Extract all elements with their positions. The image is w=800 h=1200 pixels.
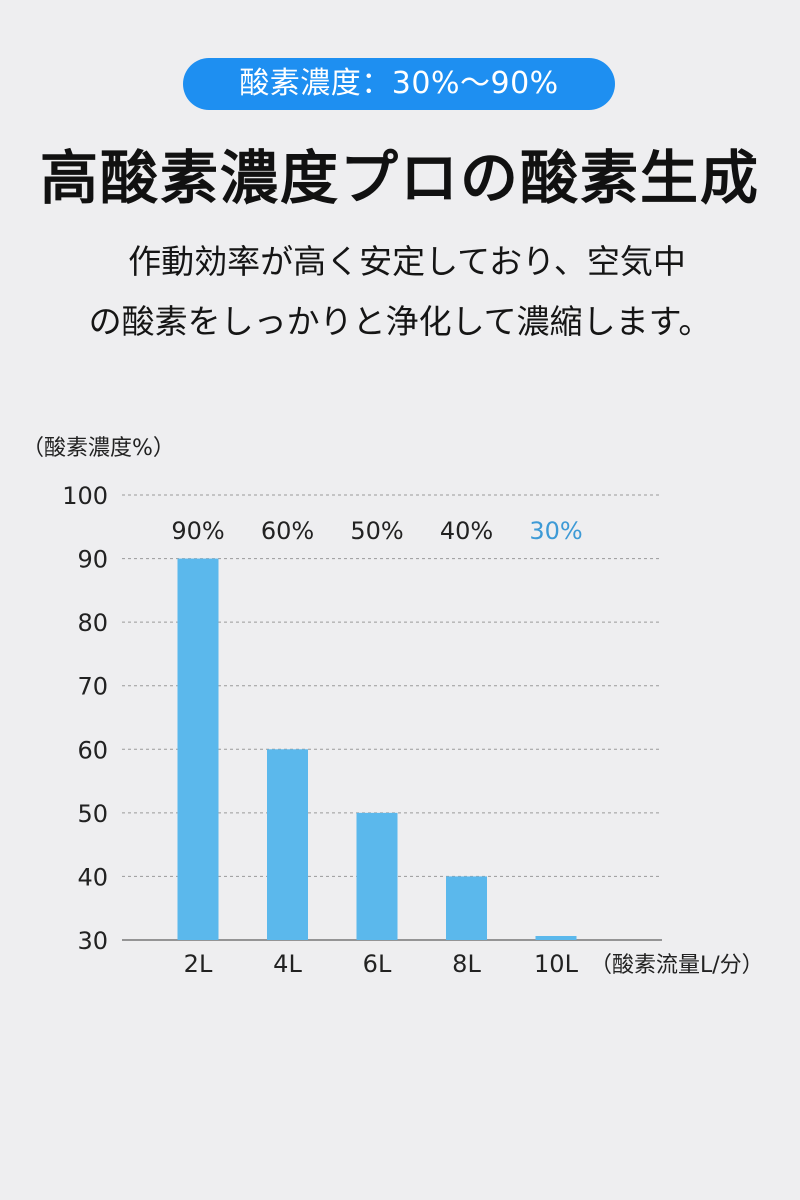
description-line-2: の酸素をしっかりと浄化して濃縮します。 xyxy=(88,302,712,341)
x-tick-label: 4L xyxy=(273,950,302,978)
bar-value-label: 90% xyxy=(171,517,224,545)
bar xyxy=(356,812,398,940)
y-tick-label: 60 xyxy=(77,736,108,764)
y-tick-label: 50 xyxy=(77,800,108,828)
description-line-1: 作動効率が高く安定しており、空気中 xyxy=(128,242,686,281)
y-tick-label: 90 xyxy=(77,546,108,574)
y-axis-label: （酸素濃度%） xyxy=(22,436,175,461)
y-tick-label: 80 xyxy=(77,609,108,637)
x-tick-label: 2L xyxy=(184,950,213,978)
y-tick-label: 70 xyxy=(77,673,108,701)
y-tick-label: 40 xyxy=(77,863,108,891)
y-tick-label: 30 xyxy=(77,927,108,955)
bar-value-label: 60% xyxy=(261,517,314,545)
bar-value-label: 50% xyxy=(350,517,403,545)
bar-value-label: 40% xyxy=(440,517,493,545)
bar xyxy=(535,936,577,940)
concentration-range-badge: 酸素濃度：30%〜90% xyxy=(183,58,615,110)
bar xyxy=(446,876,487,940)
bar xyxy=(267,749,308,940)
x-axis-label: （酸素流量L/分） xyxy=(590,953,764,978)
bar-value-label: 30% xyxy=(529,517,582,545)
page-title: 高酸素濃度プロの酸素生成 xyxy=(39,144,760,212)
x-tick-label: 8L xyxy=(452,950,481,978)
x-tick-label: 6L xyxy=(363,950,392,978)
x-tick-label: 10L xyxy=(534,950,579,978)
bar xyxy=(177,558,219,940)
y-tick-label: 100 xyxy=(62,482,108,510)
